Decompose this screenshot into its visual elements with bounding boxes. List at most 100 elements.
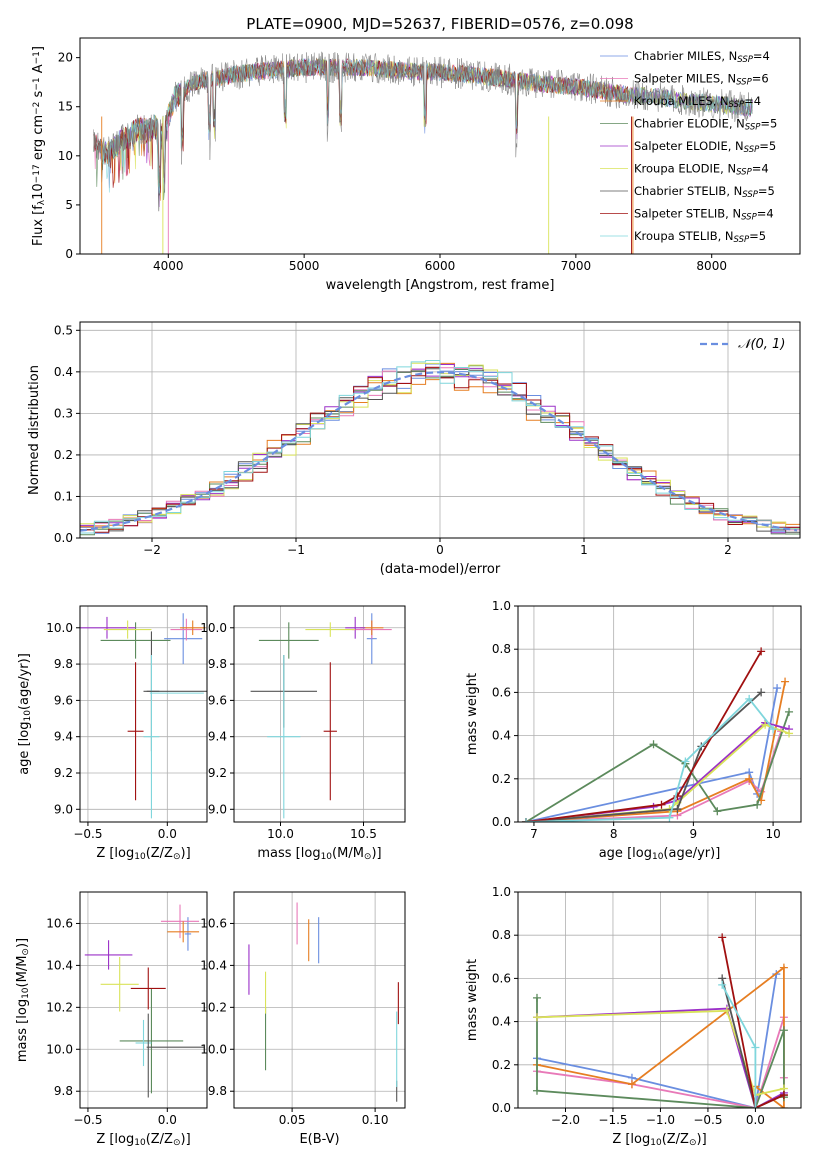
y-tick-label: 1.0 bbox=[492, 885, 511, 899]
x-tick-label: −0.5 bbox=[73, 1113, 102, 1127]
x-tick-label: 0.0 bbox=[746, 1113, 765, 1127]
weight-point-marker bbox=[718, 933, 727, 942]
weight-point-marker bbox=[673, 805, 682, 814]
x-tick-label: −0.5 bbox=[693, 1113, 722, 1127]
y-tick-label: 1.0 bbox=[492, 599, 511, 613]
legend-entry: 𝒩(0, 1) bbox=[738, 337, 785, 352]
x-axis-label-z-age: Z [log10(Z/Z⊙)] bbox=[96, 846, 190, 862]
weight-point-marker bbox=[532, 993, 541, 1002]
x-axis-label-mass-age: mass [log10(M/M⊙)] bbox=[257, 846, 381, 862]
y-tick-label: 9.8 bbox=[208, 657, 227, 671]
x-tick-label: 0.05 bbox=[279, 1113, 306, 1127]
y-tick-label: 0.2 bbox=[54, 448, 73, 462]
legend-entry: Kroupa STELIB, NSSP=5 bbox=[634, 229, 766, 245]
y-axis-label-residuals: Normed distribution bbox=[27, 365, 42, 495]
weight-series-line bbox=[536, 997, 785, 1108]
y-tick-label: 9.2 bbox=[54, 766, 73, 780]
weight-point-marker bbox=[781, 677, 790, 686]
plot-area-mass-age bbox=[250, 613, 392, 819]
x-axis-label-ebv-mass: E(B-V) bbox=[299, 1132, 339, 1147]
x-tick-label: 10.0 bbox=[267, 827, 294, 841]
x-tick-label: −1 bbox=[287, 543, 305, 557]
axes-frame-ebv-mass bbox=[233, 891, 406, 1109]
y-tick-label: 9.8 bbox=[54, 657, 73, 671]
x-tick-label: −2 bbox=[143, 543, 161, 557]
y-tick-label: 9.8 bbox=[54, 1084, 73, 1098]
weight-series-line bbox=[536, 1007, 785, 1108]
x-tick-label: 8000 bbox=[696, 259, 727, 273]
y-tick-label: 0.4 bbox=[492, 729, 511, 743]
weight-point-marker bbox=[751, 1043, 760, 1052]
y-tick-label: 0.2 bbox=[492, 1058, 511, 1072]
y-axis-label-z-mass: mass [log10(M/M⊙)] bbox=[15, 938, 31, 1062]
y-tick-label: 0.6 bbox=[492, 971, 511, 985]
weight-series-line bbox=[525, 687, 778, 822]
y-tick-label: 10 bbox=[58, 149, 73, 163]
weight-point-marker bbox=[745, 694, 754, 703]
y-tick-label: 9.8 bbox=[208, 1084, 227, 1098]
weight-point-marker bbox=[745, 774, 754, 783]
panel-residuals: −2 −1 0 1 2 0.0 0.1 0.2 0.3 0.4 0.5 (data-model)/er… bbox=[27, 321, 801, 577]
weight-series-line bbox=[525, 691, 762, 822]
weight-point-marker bbox=[757, 688, 766, 697]
y-tick-label: 0.6 bbox=[492, 685, 511, 699]
y-tick-label: 10.0 bbox=[200, 1042, 227, 1056]
x-tick-label: 2 bbox=[724, 543, 732, 557]
x-tick-label: 7000 bbox=[561, 259, 592, 273]
panel-spectrum: 4000 5000 6000 7000 8000 0 5 10 15 20 wavelength [… bbox=[31, 37, 801, 293]
y-axis-label-age-weight: mass weight bbox=[465, 673, 480, 755]
weight-point-marker bbox=[779, 1091, 788, 1100]
x-tick-label: −0.5 bbox=[73, 827, 102, 841]
y-tick-label: 0.0 bbox=[492, 815, 511, 829]
x-axis-label-age-weight: age [log10(age/yr)] bbox=[599, 846, 721, 862]
plot-area-spectrum bbox=[93, 51, 753, 254]
x-tick-label: −1.5 bbox=[598, 1113, 627, 1127]
x-tick-label: −2.0 bbox=[551, 1113, 580, 1127]
x-tick-label: 5000 bbox=[289, 259, 320, 273]
y-tick-label: 0.4 bbox=[492, 1015, 511, 1029]
panel-age-weight: 7 8 9 10 0.0 0.2 0.4 0.6 0.8 1.0 age [log10(age/yr… bbox=[465, 599, 802, 862]
y-tick-label: 9.6 bbox=[54, 693, 73, 707]
weight-point-marker bbox=[785, 729, 794, 738]
y-tick-label: 15 bbox=[58, 100, 73, 114]
y-tick-label: 0.0 bbox=[492, 1101, 511, 1115]
legend-entry: Salpeter STELIB, NSSP=4 bbox=[634, 207, 774, 223]
y-tick-label: 10.2 bbox=[200, 1000, 227, 1014]
y-tick-label: 9.4 bbox=[208, 730, 227, 744]
spectrum-legend: Chabrier MILES, NSSP=4 Salpeter MILES, NS… bbox=[600, 49, 777, 245]
weight-point-marker bbox=[757, 647, 766, 656]
plot-area-age-weight bbox=[521, 647, 794, 822]
weight-point-marker bbox=[769, 725, 778, 734]
y-tick-label: 9.0 bbox=[208, 802, 227, 816]
y-tick-label: 10.0 bbox=[46, 1042, 73, 1056]
plot-area-z-age bbox=[80, 613, 207, 819]
plot-area-ebv-mass bbox=[248, 902, 399, 1102]
panel-ebv-mass: 0.05 0.10 9.8 10.0 10.2 10.4 10.6 E(B-V) bbox=[200, 891, 406, 1147]
axes-frame-mass-age bbox=[233, 605, 406, 823]
y-tick-label: 10.6 bbox=[200, 916, 227, 930]
weight-point-marker bbox=[751, 1104, 760, 1108]
x-tick-label: 6000 bbox=[425, 259, 456, 273]
y-axis-label-spectrum: Flux [fλ10−17 erg cm−2 s−1 A−1] bbox=[31, 46, 47, 246]
y-tick-label: 0.2 bbox=[492, 772, 511, 786]
axes-frame-z-mass bbox=[79, 891, 208, 1109]
weight-point-marker bbox=[779, 1104, 788, 1108]
legend-entry: Salpeter MILES, NSSP=6 bbox=[634, 72, 769, 88]
panel-mass-age: 10.0 10.5 9.0 9.2 9.4 9.6 9.8 10.0 mass [log10(M… bbox=[200, 605, 406, 862]
weight-series-line bbox=[525, 711, 790, 822]
plot-area-z-weight bbox=[532, 933, 788, 1108]
x-tick-label: 0.0 bbox=[158, 827, 177, 841]
y-tick-label: 5 bbox=[65, 198, 73, 212]
spectrum-line bbox=[100, 57, 753, 194]
weight-point-marker bbox=[761, 720, 770, 729]
plot-area-z-mass bbox=[84, 904, 204, 1098]
weight-point-marker bbox=[532, 1086, 541, 1095]
weight-series-line bbox=[721, 937, 785, 1108]
y-tick-label: 10.2 bbox=[46, 1000, 73, 1014]
x-axis-label-z-mass: Z [log10(Z/Z⊙)] bbox=[96, 1132, 190, 1148]
y-tick-label: 9.4 bbox=[54, 730, 73, 744]
x-tick-label: 0.10 bbox=[362, 1113, 389, 1127]
axes-frame-age-weight bbox=[517, 605, 802, 823]
y-tick-label: 10.0 bbox=[46, 621, 73, 635]
